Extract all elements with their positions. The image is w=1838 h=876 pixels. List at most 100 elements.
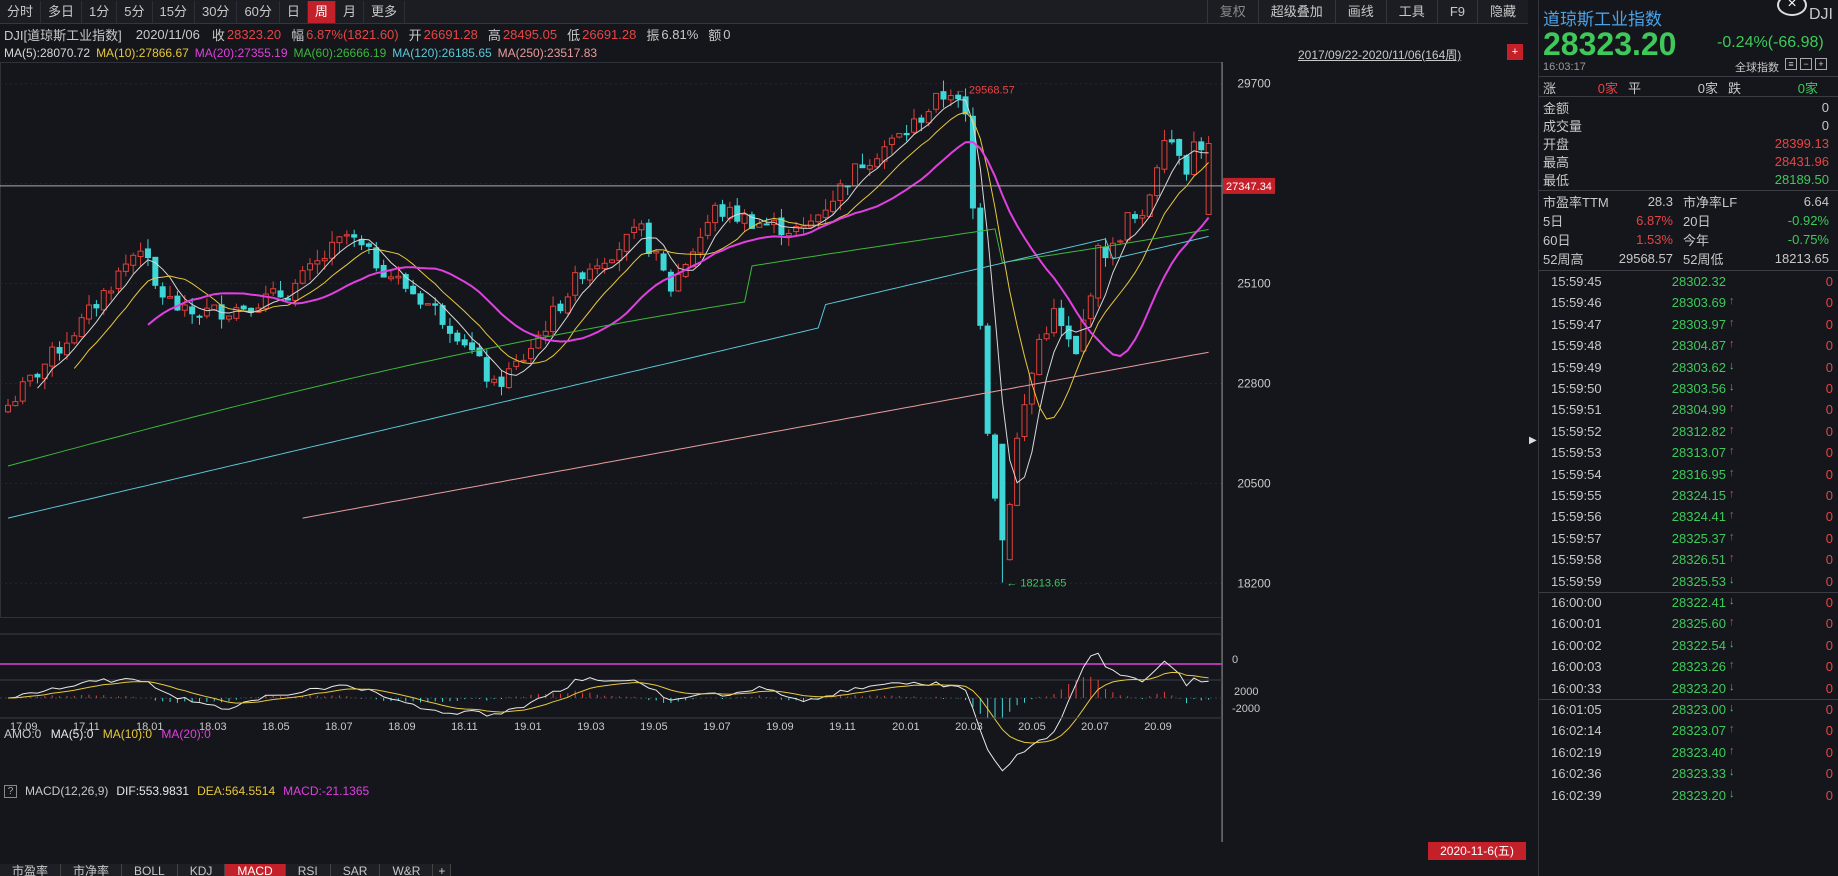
tick-row[interactable]: 15:59:55 28324.15 ↑ 0 — [1539, 486, 1838, 507]
tick-price: 28325.53 — [1671, 573, 1726, 589]
tab-period[interactable]: 1分 — [82, 0, 118, 23]
date-range-label[interactable]: 2017/09/22-2020/11/06(164周) — [1298, 48, 1462, 62]
period-5-20-row: 5日 6.87% 20日 -0.92% — [1543, 211, 1833, 229]
tick-row[interactable]: 15:59:48 28304.87 ↑ 0 — [1539, 336, 1838, 357]
candle-body — [446, 325, 453, 334]
indicator-tab[interactable]: 市盈率 — [0, 864, 62, 876]
tick-row[interactable]: 16:00:00 28322.41 ↓ 0 — [1539, 593, 1838, 614]
zoom-icon[interactable]: + — [1507, 44, 1523, 60]
candlestick-chart[interactable]: 29700274002510022800205001820027347.34← … — [0, 62, 1528, 876]
indicator-tab[interactable]: SAR — [330, 864, 381, 876]
tool-button[interactable]: 隐藏 — [1476, 0, 1528, 24]
stat-value: 28189.50 — [1774, 171, 1829, 187]
tab-period[interactable]: 多日 — [41, 0, 83, 23]
tool-button[interactable]: 画线 — [1334, 0, 1386, 24]
list-icon[interactable]: ≡ — [1785, 58, 1797, 70]
tick-row[interactable]: 15:59:46 28303.69 ↑ 0 — [1539, 293, 1838, 314]
tick-volume: 0 — [1825, 766, 1833, 782]
tick-row[interactable]: 16:00:02 28322.54 ↓ 0 — [1539, 636, 1838, 657]
indicator-tab[interactable]: KDJ — [177, 864, 226, 876]
candle-body — [748, 214, 755, 229]
tick-price: 28325.60 — [1671, 616, 1726, 632]
candle-body — [277, 290, 284, 298]
indicator-tabs: 市盈率 市净率 BOLL KDJ MACD RSI SAR W&R + — [0, 864, 452, 876]
tick-time: 15:59:49 — [1551, 359, 1602, 375]
tool-button[interactable]: F9 — [1436, 0, 1477, 24]
candle-body — [63, 342, 70, 356]
tool-button[interactable]: 工具 — [1385, 0, 1437, 24]
tick-row[interactable]: 15:59:59 28325.53 ↓ 0 — [1539, 572, 1838, 593]
minus-icon[interactable]: − — [1800, 58, 1812, 70]
y-tick-label: 20500 — [1237, 476, 1271, 490]
candle-body — [874, 158, 881, 168]
x-tick-label: 19.01 — [514, 721, 542, 733]
pb-value: 6.64 — [1803, 193, 1829, 209]
tick-time: 16:00:33 — [1551, 680, 1602, 696]
tick-row[interactable]: 16:01:05 28323.00 ↓ 0 — [1539, 700, 1838, 721]
tick-row[interactable]: 15:59:58 28326.51 ↑ 0 — [1539, 550, 1838, 571]
indicator-tab[interactable]: + — [433, 864, 452, 876]
tick-time: 16:00:02 — [1551, 637, 1602, 653]
indicator-tab[interactable]: BOLL — [122, 864, 178, 876]
tab-period[interactable]: 分时 — [0, 0, 42, 23]
candle-body — [49, 346, 56, 367]
tab-period[interactable]: 60分 — [237, 0, 280, 23]
tick-row[interactable]: 16:02:14 28323.07 ↑ 0 — [1539, 721, 1838, 742]
pb-label: 市净率LF — [1683, 194, 1738, 210]
tick-row[interactable]: 15:59:45 28302.32 0 — [1539, 272, 1838, 293]
candle-body — [402, 274, 409, 289]
candle-body — [233, 307, 240, 319]
tab-period[interactable]: 30分 — [195, 0, 238, 23]
tab-period[interactable]: 周 — [307, 0, 336, 23]
tool-button[interactable]: 超级叠加 — [1257, 0, 1335, 24]
tick-time: 15:59:59 — [1551, 573, 1602, 589]
candle-body — [225, 315, 232, 320]
indicator-tab[interactable]: W&R — [380, 864, 434, 876]
tick-row[interactable]: 15:59:52 28312.82 ↑ 0 — [1539, 422, 1838, 443]
stat-label: 最低 — [1543, 172, 1570, 188]
tick-row[interactable]: 15:59:49 28303.62 ↓ 0 — [1539, 358, 1838, 379]
fall-label: 跌 — [1728, 80, 1742, 96]
tick-row[interactable]: 16:02:39 28323.20 ↓ 0 — [1539, 786, 1838, 807]
tick-row[interactable]: 15:59:53 28313.07 ↑ 0 — [1539, 443, 1838, 464]
arrow-up-icon: ↑ — [1729, 295, 1735, 308]
tick-row[interactable]: 16:00:33 28323.20 ↓ 0 — [1539, 679, 1838, 700]
tool-button[interactable]: 复权 — [1206, 0, 1258, 24]
tick-row[interactable]: 15:59:51 28304.99 ↑ 0 — [1539, 400, 1838, 421]
tick-row[interactable]: 16:00:01 28325.60 ↑ 0 — [1539, 614, 1838, 635]
tab-period[interactable]: 5分 — [117, 0, 153, 23]
tick-row[interactable]: 16:02:36 28323.33 ↓ 0 — [1539, 764, 1838, 785]
tab-period[interactable]: 更多 — [364, 0, 405, 23]
ma-legend-item: MA(20):27355.19 — [194, 46, 288, 60]
tick-price: 28302.32 — [1671, 274, 1726, 289]
tick-row[interactable]: 15:59:57 28325.37 ↑ 0 — [1539, 529, 1838, 550]
quote-time: 16:03:17 — [1543, 61, 1586, 73]
candle-body — [977, 207, 984, 326]
tick-row[interactable]: 15:59:50 28303.56 ↓ 0 — [1539, 379, 1838, 400]
index-code: DJI[道琼斯工业指数] — [4, 27, 122, 43]
candle-body — [144, 248, 151, 259]
tick-price: 28303.69 — [1671, 295, 1726, 311]
arrow-down-icon: ↓ — [1729, 702, 1735, 714]
index-group-label[interactable]: 全球指数 — [1735, 62, 1779, 74]
tick-row[interactable]: 15:59:56 28324.41 ↑ 0 — [1539, 507, 1838, 528]
candle-body — [432, 303, 439, 306]
tick-row[interactable]: 16:02:19 28323.40 ↑ 0 — [1539, 743, 1838, 764]
tick-volume: 0 — [1825, 744, 1833, 760]
tick-row[interactable]: 16:00:03 28323.26 ↑ 0 — [1539, 657, 1838, 678]
arrow-up-icon: ↑ — [1729, 402, 1735, 415]
macd-dif: DIF:553.9831 — [116, 784, 190, 798]
help-icon[interactable]: ? — [4, 784, 17, 798]
tick-row[interactable]: 15:59:54 28316.95 ↑ 0 — [1539, 465, 1838, 486]
x-tick-label: 18.11 — [451, 721, 478, 733]
collapse-arrow-icon[interactable]: ▶ — [1529, 435, 1537, 446]
tick-row[interactable]: 15:59:47 28303.97 ↑ 0 — [1539, 315, 1838, 336]
tab-period[interactable]: 日 — [280, 0, 308, 23]
tab-period[interactable]: 15分 — [153, 0, 195, 23]
indicator-tab[interactable]: RSI — [285, 864, 331, 876]
indicator-tab[interactable]: 市净率 — [61, 864, 123, 876]
tab-period[interactable]: 月 — [336, 0, 364, 23]
plus-icon[interactable]: + — [1815, 58, 1827, 70]
close-icon[interactable]: × — [1777, 0, 1807, 16]
indicator-tab[interactable]: MACD — [225, 864, 286, 876]
